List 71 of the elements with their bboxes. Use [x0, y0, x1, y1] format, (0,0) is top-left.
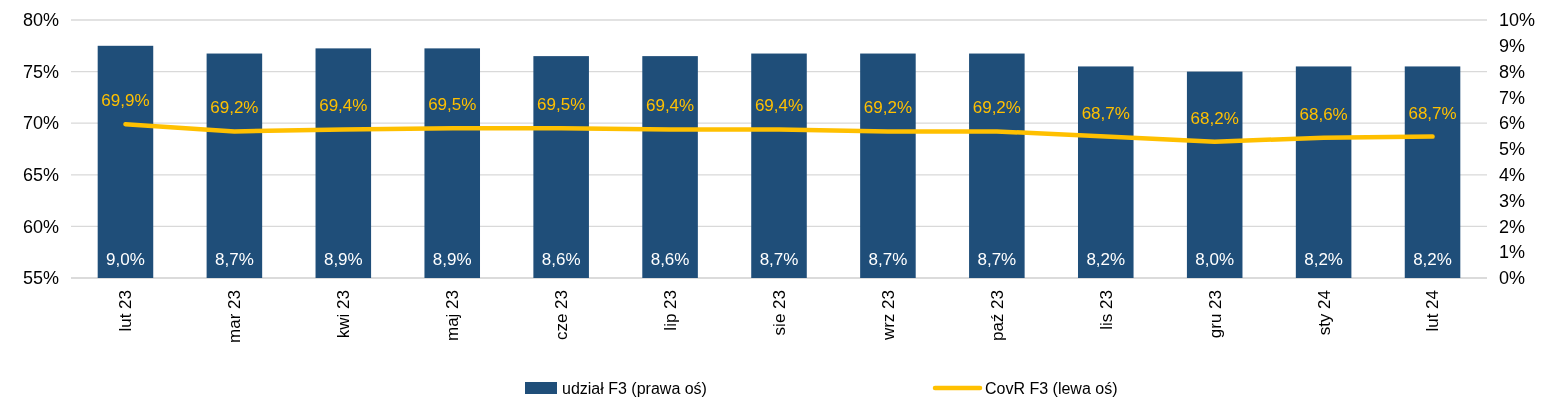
data-label: 8,7%	[868, 250, 908, 269]
y2-tick-label: 3%	[1499, 190, 1526, 211]
y2-tick-label: 10%	[1499, 10, 1536, 31]
data-label: 69,2%	[863, 98, 913, 118]
x-tick-label: lis 23	[1096, 290, 1116, 330]
data-label: 69,5%	[428, 95, 477, 115]
y2-tick-label: 5%	[1499, 139, 1526, 160]
bar	[206, 53, 263, 278]
x-tick-label: kwi 23	[334, 290, 354, 339]
x-tick-label: lip 23	[661, 290, 681, 331]
bar	[860, 53, 916, 278]
y2-tick-label: 0%	[1499, 268, 1526, 289]
bar	[424, 48, 481, 278]
data-label: 8,2%	[1304, 250, 1343, 269]
y-tick-label: 60%	[22, 216, 59, 237]
bar	[642, 56, 698, 278]
bar	[1077, 66, 1134, 278]
y2-tick-label: 7%	[1499, 87, 1526, 108]
bar	[315, 48, 372, 278]
x-tick-label: gru 23	[1205, 290, 1225, 339]
data-label: 8,7%	[977, 250, 1017, 269]
bar	[969, 53, 1025, 278]
data-label: 8,7%	[759, 250, 799, 269]
bar	[751, 53, 807, 278]
y2-tick-label: 1%	[1499, 242, 1526, 263]
bar	[97, 45, 154, 278]
y2-tick-label: 9%	[1499, 36, 1526, 57]
data-label: 8,9%	[323, 250, 363, 269]
x-tick-label: lut 24	[1423, 290, 1443, 332]
data-label: 69,9%	[101, 91, 150, 111]
x-tick-label: sty 24	[1314, 290, 1334, 336]
data-label: 69,4%	[319, 96, 368, 116]
x-tick-label: cze 23	[552, 290, 572, 341]
x-tick-label: sie 23	[769, 290, 789, 336]
bar	[533, 56, 589, 278]
x-tick-label: paź 23	[987, 290, 1007, 342]
data-label: 69,4%	[754, 96, 804, 116]
x-tick-label: wrz 23	[878, 290, 898, 342]
data-label: 69,5%	[537, 95, 586, 115]
y-tick-label: 65%	[22, 165, 59, 186]
x-tick-label: maj 23	[443, 290, 463, 342]
data-label: 69,4%	[645, 96, 695, 116]
y-tick-label: 80%	[22, 10, 59, 31]
legend-label: udział F3 (prawa oś)	[562, 379, 707, 397]
data-label: 69,2%	[210, 98, 259, 118]
data-label: 9,0%	[106, 250, 145, 269]
y2-tick-label: 4%	[1499, 165, 1526, 186]
data-label: 8,9%	[432, 250, 472, 269]
data-label: 68,2%	[1190, 108, 1239, 128]
data-label: 68,7%	[1408, 103, 1457, 123]
bar	[1186, 71, 1243, 278]
data-label: 8,0%	[1195, 250, 1235, 269]
y2-tick-label: 6%	[1499, 113, 1526, 134]
x-tick-label: lut 23	[116, 290, 136, 332]
data-label: 8,2%	[1413, 250, 1452, 269]
data-label: 8,7%	[215, 250, 254, 269]
data-label: 8,6%	[650, 250, 690, 269]
x-tick-label: mar 23	[225, 290, 245, 343]
y-tick-label: 75%	[22, 61, 59, 82]
data-label: 69,2%	[972, 98, 1021, 118]
y-tick-label: 70%	[22, 113, 59, 134]
data-label: 68,6%	[1299, 104, 1348, 124]
data-label: 8,2%	[1086, 250, 1126, 269]
data-label: 68,7%	[1081, 103, 1130, 123]
legend-label: CovR F3 (lewa oś)	[985, 379, 1118, 397]
bar	[1404, 66, 1461, 278]
y2-tick-label: 8%	[1499, 61, 1526, 82]
y-tick-label: 55%	[22, 268, 59, 289]
y2-tick-label: 2%	[1499, 216, 1526, 237]
data-label: 8,6%	[541, 250, 581, 269]
bar	[1295, 66, 1352, 278]
